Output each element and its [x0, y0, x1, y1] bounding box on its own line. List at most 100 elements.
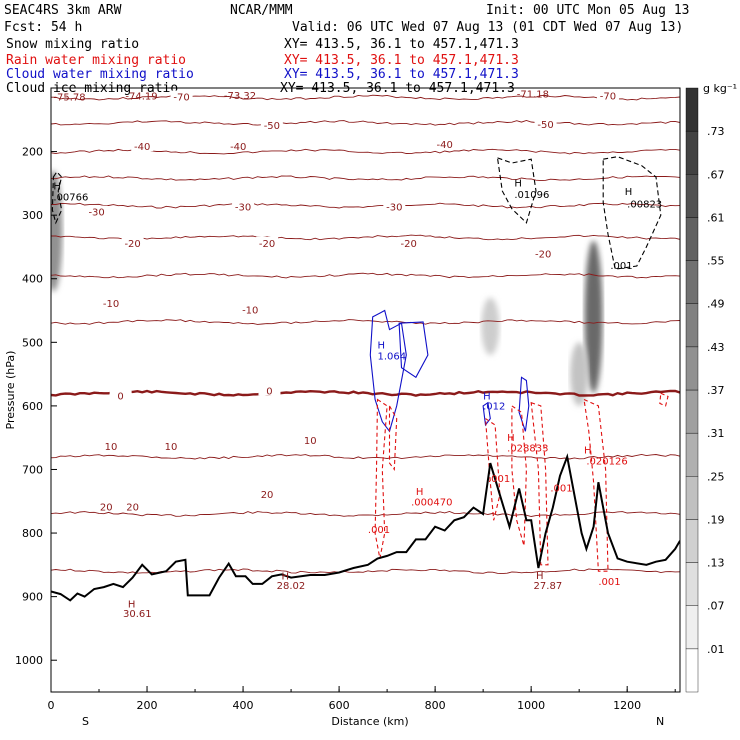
temperature-contours — [51, 94, 680, 575]
endpoint-north: N — [656, 715, 664, 728]
contour-label-12: -20 — [401, 239, 417, 250]
contour-label-bg-2 — [260, 119, 283, 131]
contour-label-14: -10 — [103, 299, 119, 310]
contour-label-bg-3 — [534, 117, 557, 129]
contour-label-bg-1 — [596, 89, 619, 101]
colorbar-cell-6 — [685, 389, 699, 434]
terrain-profile — [51, 453, 680, 602]
colorbar-cell-7 — [685, 346, 699, 391]
contour-label-bg-4 — [131, 140, 154, 152]
x-tick-label-1: 200 — [137, 699, 158, 712]
header-valid: Valid: 06 UTC Wed 07 Aug 13 (01 CDT Wed … — [292, 20, 683, 35]
field-xy-rain: XY= 413.5, 36.1 to 457.1,471.3 — [284, 53, 519, 68]
cloud-water-contour-0 — [369, 309, 407, 433]
terrain-line — [51, 453, 680, 602]
value-label-12: 1.064 — [378, 351, 407, 362]
colorbar-cell-2 — [685, 562, 699, 606]
value-label-22: .000470 — [411, 498, 452, 509]
colorbar-label-12: .73 — [707, 125, 725, 138]
colorbar-cell-8 — [685, 303, 699, 348]
colorbar-label-5: .31 — [707, 427, 725, 440]
contour-label-17: 0 — [266, 386, 272, 397]
snow-shade-1 — [481, 297, 500, 356]
value-label-8: H — [625, 187, 633, 198]
contour-label-bg-23 — [256, 487, 279, 499]
value-label-11: H — [378, 341, 386, 352]
colorbar-label-10: .61 — [707, 211, 725, 224]
contour-label-bg-6 — [433, 138, 456, 150]
field-label-snow: Snow mixing ratio — [6, 37, 139, 52]
contour-label-bg-12 — [397, 236, 420, 248]
value-label-0: -75.78 — [53, 93, 85, 104]
colorbar-cell-12 — [685, 130, 699, 175]
rain-water-contour-4 — [530, 401, 549, 566]
colorbar: .01 .07 .13 .19 .25 .31 .37 .43 .49 .55 .61 .67 .73 — [685, 87, 725, 693]
value-label-27: H — [128, 599, 136, 610]
contour-label-4: -40 — [134, 142, 150, 153]
header-fcst: Fcst: 54 h — [4, 20, 82, 35]
endpoint-south: S — [82, 715, 89, 728]
contour-label-bg-5 — [227, 140, 250, 152]
colorbar-label-2: .13 — [707, 557, 725, 570]
colorbar-label-8: .49 — [707, 298, 725, 311]
value-label-18: H — [584, 446, 592, 457]
contour-label-0: -70 — [173, 93, 189, 104]
value-label-21: H — [416, 487, 424, 498]
colorbar-label-4: .25 — [707, 470, 725, 483]
cloud-water-contour-2 — [518, 376, 530, 432]
x-tick-label-3: 600 — [329, 699, 350, 712]
contour-label-3: -50 — [537, 120, 553, 131]
colorbar-cell-1 — [685, 605, 699, 650]
colorbar-cell-10 — [685, 217, 699, 261]
contour-label-10: -20 — [124, 239, 140, 250]
value-label-5: .00766 — [53, 193, 88, 204]
value-label-23: .001 — [368, 525, 390, 536]
value-label-19: .020126 — [586, 456, 627, 467]
colorbar-label-0: .01 — [707, 643, 725, 656]
value-label-9: .00823 — [627, 200, 662, 211]
temperature-contour-9 — [51, 453, 680, 460]
cloud-water-contour-1 — [398, 321, 429, 379]
value-label-15: .001 — [488, 474, 510, 485]
contour-label-5: -40 — [230, 142, 246, 153]
x-tick-label-0: 0 — [48, 699, 55, 712]
contour-label-bg-7 — [85, 205, 108, 217]
value-label-28: 30.61 — [123, 609, 152, 620]
contour-label-bg-13 — [532, 247, 555, 259]
value-label-16: H — [507, 433, 515, 444]
colorbar-cell-3 — [685, 519, 699, 563]
value-label-17: .028833 — [507, 444, 548, 455]
colorbar-label-3: .19 — [707, 513, 725, 526]
contour-label-13: -20 — [535, 250, 551, 261]
plot-frame — [50, 87, 681, 693]
contour-label-bg-9 — [383, 200, 406, 212]
y-tick-label-3: 500 — [22, 336, 43, 349]
y-axis-ticks: 200 300 400 500 600 700 800 900 1000 — [15, 146, 57, 667]
colorbar-cell-9 — [685, 260, 699, 304]
contour-label-bg-19 — [160, 440, 183, 452]
contour-labels: -70 -70 -50 -50 -40 -40 -40 -30 -30 -30 -20 -20 -20 -… — [85, 89, 619, 514]
rain-water-contour-0 — [374, 398, 388, 559]
contour-label-bg-0 — [170, 90, 193, 102]
contour-label-11: -20 — [259, 239, 275, 250]
header-center: NCAR/MMM — [230, 3, 293, 18]
contour-label-bg-16 — [109, 389, 132, 401]
value-label-7: .01096 — [514, 190, 549, 201]
value-label-26: 28.02 — [277, 581, 306, 592]
contour-label-2: -50 — [264, 121, 280, 132]
snow-shade-3 — [570, 342, 589, 406]
contour-label-bg-17 — [258, 384, 281, 396]
colorbar-label-11: .67 — [707, 168, 725, 181]
temperature-contour-1 — [51, 120, 680, 126]
y-tick-label-6: 800 — [22, 527, 43, 540]
y-tick-label-1: 300 — [22, 209, 43, 222]
contour-label-bg-14 — [100, 297, 123, 309]
cloud-ice-contour-1 — [496, 157, 537, 224]
temperature-contour-6 — [51, 272, 680, 279]
contour-label-15: -10 — [242, 306, 258, 317]
contour-label-bg-21 — [95, 500, 118, 512]
value-label-3: -71.18 — [517, 90, 549, 101]
temperature-contour-4 — [51, 202, 680, 209]
cloud-water-contours — [369, 309, 530, 433]
